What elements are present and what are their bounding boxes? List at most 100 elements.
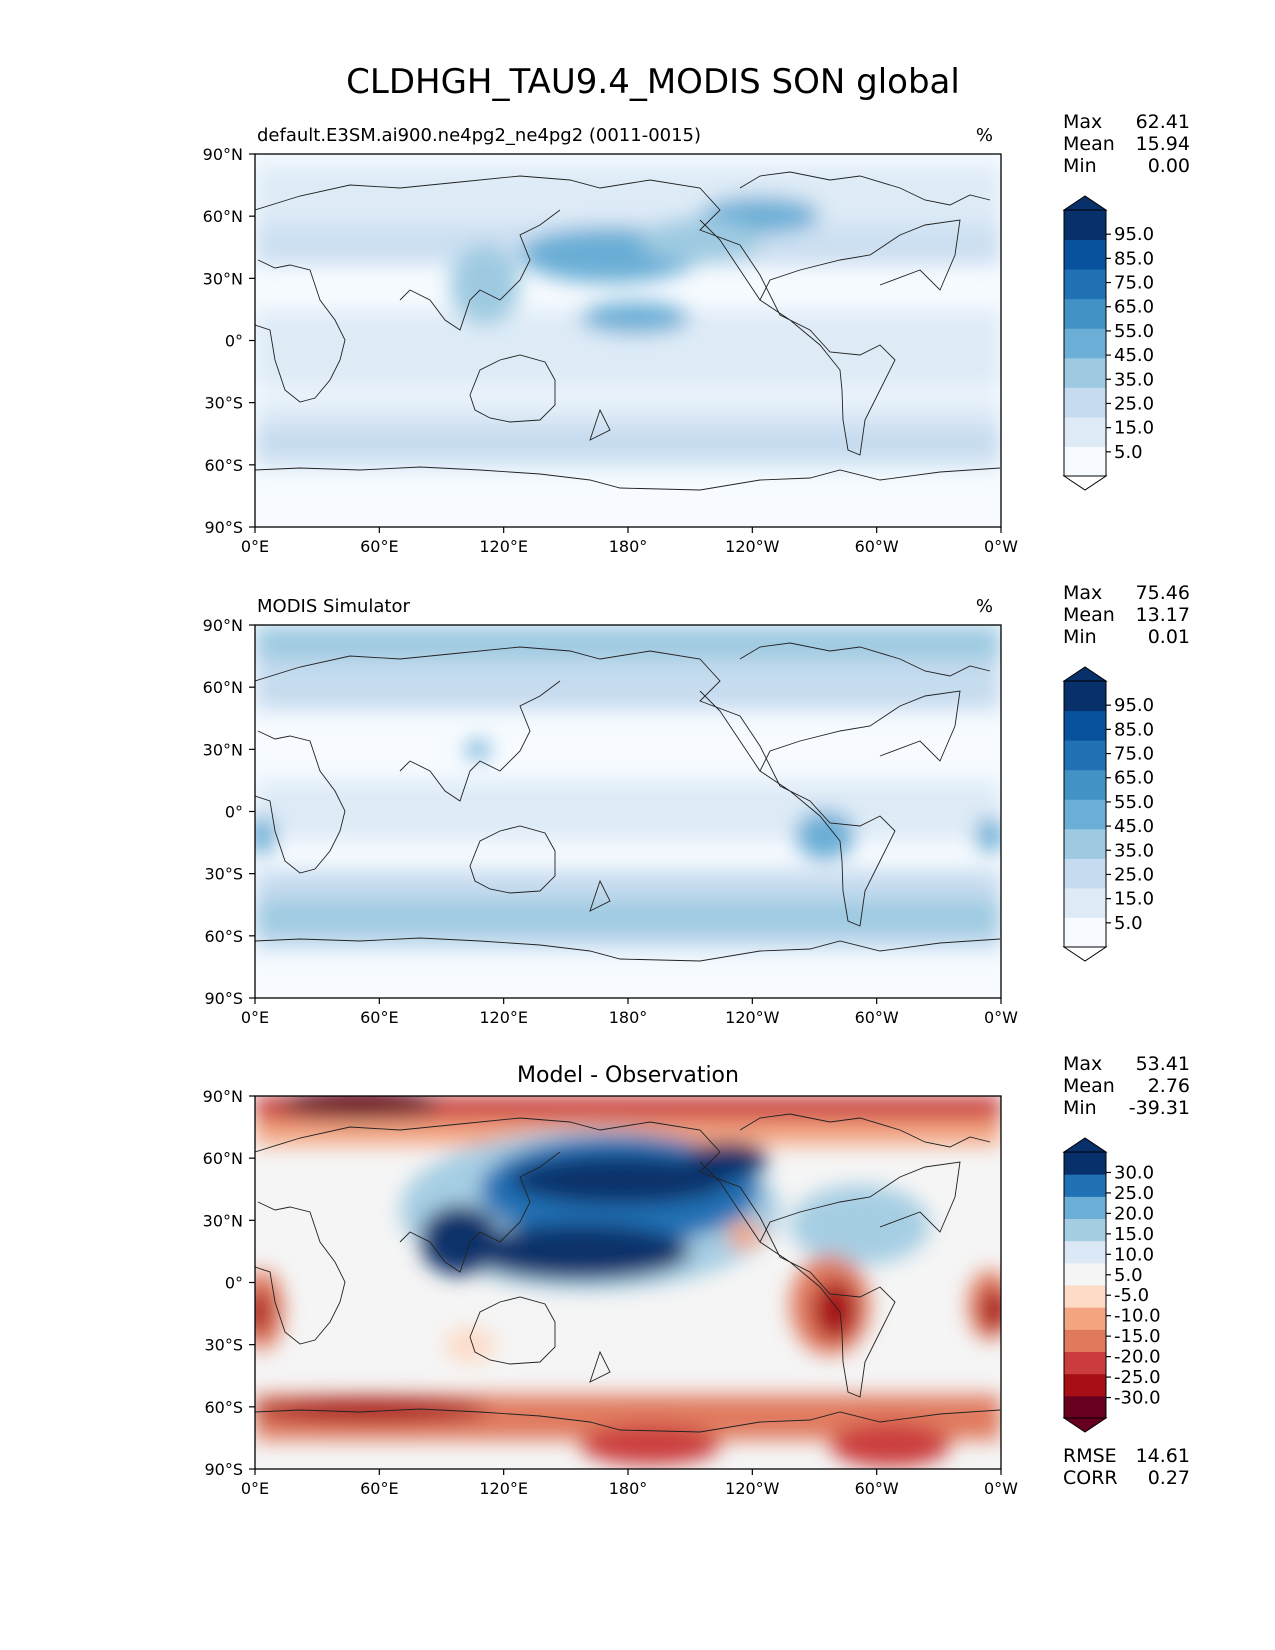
colorbar-frame: [1063, 1151, 1107, 1419]
x-tick-label: 180°: [609, 537, 648, 556]
panel-model: default.E3SM.ai900.ne4pg2_ne4pg2 (0011-0…: [254, 125, 1108, 528]
stat-value-corr: 0.27: [1148, 1467, 1190, 1489]
colorbar-tick-label: 35.0: [1114, 369, 1154, 390]
x-tick-label: 180°: [609, 1479, 648, 1498]
colorbar-tick-label: 95.0: [1114, 224, 1154, 245]
x-tick-label: 0°E: [241, 1479, 269, 1498]
blob-wpac-core: [470, 1224, 690, 1280]
blob-angola: [255, 815, 276, 855]
stat-label-corr: CORR: [1063, 1467, 1118, 1489]
colorbar-tick-label: 25.0: [1114, 864, 1154, 885]
colorbar-tick-label: 5.0: [1114, 913, 1143, 934]
x-tick-label: 120°E: [479, 537, 528, 556]
y-tick-label: 30°N: [203, 269, 243, 288]
colorbar-tick-label: 30.0: [1114, 1162, 1154, 1183]
blob-kamchatka: [640, 218, 760, 262]
stat-value-max: 75.46: [1136, 582, 1190, 604]
blob-aleutian-core: [688, 1142, 768, 1178]
stat-value-min: 0.01: [1148, 626, 1190, 648]
panel-model-units: %: [976, 125, 993, 146]
colorbar-swatch: [1064, 1196, 1106, 1219]
colorbar-tick-label: 25.0: [1114, 393, 1154, 414]
colorbar-swatch: [1064, 769, 1106, 800]
x-tick-label: 120°W: [725, 537, 780, 556]
colorbar-frame: [1063, 209, 1107, 477]
colorbar-tick-label: 20.0: [1114, 1203, 1154, 1224]
colorbar-swatches: [1064, 210, 1106, 477]
colorbar-swatch: [1064, 681, 1106, 712]
polar-north-band: [255, 625, 1001, 665]
colorbar-tick-label: 15.0: [1114, 418, 1154, 439]
x-tick-label: 180°: [609, 1008, 648, 1027]
blob-arctic-core: [280, 1096, 440, 1120]
colorbar-swatch: [1064, 416, 1106, 447]
colorbar-swatch: [1064, 1351, 1106, 1375]
colorbar-swatch: [1064, 239, 1106, 270]
colorbar-swatch: [1064, 887, 1106, 918]
colorbar-swatch: [1064, 1395, 1106, 1419]
panel-diff-title: Model - Observation: [517, 1063, 739, 1088]
north-band: [255, 165, 1001, 225]
x-tick-label: 0°E: [241, 1008, 269, 1027]
x-tick-label: 60°W: [855, 537, 899, 556]
stat-label-max: Max: [1063, 1053, 1102, 1075]
panel-diff: Model - Observation: [254, 1063, 1108, 1470]
stat-label-mean: Mean: [1063, 604, 1115, 626]
panel-obs-units: %: [976, 596, 993, 617]
y-tick-label: 60°N: [203, 207, 243, 226]
colorbar-swatch: [1064, 710, 1106, 741]
colorbar-tick-label: 5.0: [1114, 1265, 1143, 1286]
stat-value-min: -39.31: [1129, 1097, 1190, 1119]
field-layer: [255, 165, 1001, 470]
y-tick-label: 90°N: [203, 1087, 243, 1106]
colorbar-swatch: [1064, 1329, 1106, 1352]
blob-india-core: [420, 1205, 500, 1275]
y-tick-label: 30°S: [204, 394, 243, 413]
colorbar-tick-label: 75.0: [1114, 273, 1154, 294]
stat-label-max: Max: [1063, 582, 1102, 604]
colorbar-swatch: [1064, 1285, 1106, 1308]
colorbar: [1062, 1137, 1108, 1433]
colorbar-swatch: [1064, 387, 1106, 418]
colorbar-tick-label: 55.0: [1114, 321, 1154, 342]
x-tick-label: 0°W: [984, 1008, 1018, 1027]
colorbar-tick-label: -20.0: [1114, 1347, 1161, 1368]
panel-1-axes: 0°E 60°E 120°E 180° 120°W 60°W 0°W 90°N 60°N 30°N…: [203, 111, 1190, 556]
colorbar-tick-label: 65.0: [1114, 297, 1154, 318]
stat-value-min: 0.00: [1148, 155, 1190, 177]
colorbar-tick-label: 85.0: [1114, 719, 1154, 740]
colorbar-tick-label: 55.0: [1114, 792, 1154, 813]
stat-value-rmse: 14.61: [1136, 1445, 1190, 1467]
southern-ocean-band: [255, 900, 1001, 935]
colorbar-top-extend: [1062, 1137, 1108, 1153]
colorbar-tick-label: 95.0: [1114, 695, 1154, 716]
stat-label-min: Min: [1063, 1097, 1097, 1119]
figure-title: CLDHGH_TAU9.4_MODIS SON global: [346, 62, 960, 102]
colorbar-swatch: [1064, 298, 1106, 329]
panel-3-axes: 0°E 60°E 120°E 180° 120°W 60°W 0°W 90°N 60°N 30°N…: [203, 1053, 1190, 1498]
colorbar-swatch: [1064, 1152, 1106, 1175]
y-tick-label: 90°N: [203, 616, 243, 635]
north-band: [255, 660, 1001, 710]
blob-pac-warm: [727, 1221, 763, 1249]
colorbar-bottom-extend: [1062, 475, 1108, 491]
blob-sio-warm: [445, 1327, 495, 1363]
blob-angola-core: [255, 1290, 270, 1334]
blob-so-core: [255, 1398, 490, 1422]
tropics-band: [255, 780, 1001, 840]
colorbar-swatches: [1064, 681, 1106, 948]
stat-label-max: Max: [1063, 111, 1102, 133]
y-tick-label: 30°N: [203, 1211, 243, 1230]
coastlines: [255, 1113, 1001, 1433]
colorbar-tick-label: 45.0: [1114, 345, 1154, 366]
stat-value-mean: 2.76: [1148, 1075, 1190, 1097]
coastlines: [255, 171, 1001, 491]
colorbar-swatch: [1064, 1218, 1106, 1242]
y-tick-label: 90°S: [204, 989, 243, 1008]
colorbar-swatch: [1064, 799, 1106, 830]
y-tick-label: 90°S: [204, 518, 243, 537]
stat-value-mean: 15.94: [1136, 133, 1190, 155]
y-tick-label: 30°S: [204, 865, 243, 884]
y-tick-label: 90°S: [204, 1460, 243, 1479]
